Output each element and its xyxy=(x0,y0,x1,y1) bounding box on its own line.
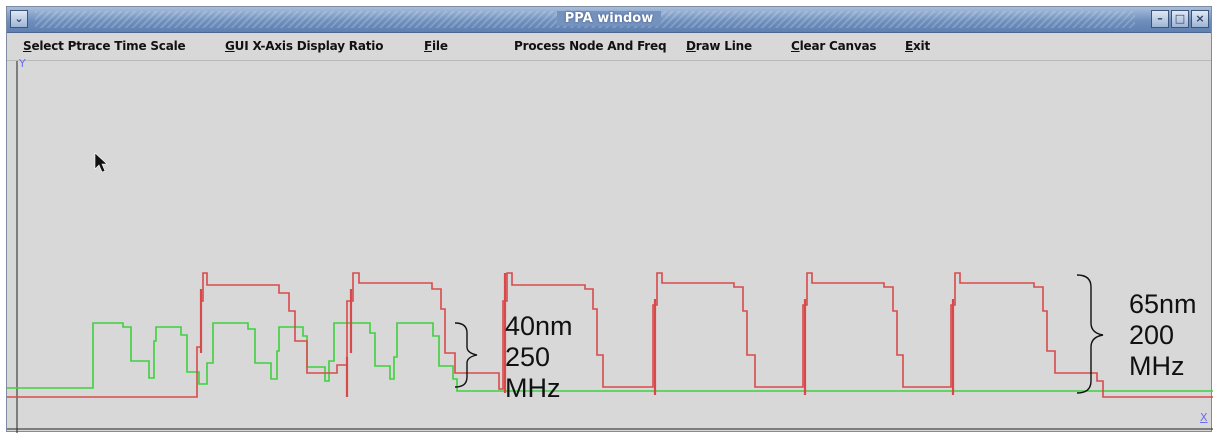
trace-40nm xyxy=(7,322,1213,392)
title-bar[interactable]: ⌄ PPA window – □ × xyxy=(7,7,1211,33)
window-title: PPA window xyxy=(556,11,662,26)
menu-clear-canvas[interactable]: Clear Canvas xyxy=(791,39,877,53)
chevron-down-icon[interactable]: ⌄ xyxy=(10,10,28,28)
annotation-40nm-freq: 250 xyxy=(505,342,551,372)
y-axis-label: Y xyxy=(19,57,26,70)
canvas-svg xyxy=(7,61,1213,433)
menu-draw-line[interactable]: Draw Line xyxy=(686,39,752,53)
annotation-65nm: 65nm 200 MHz xyxy=(1129,289,1197,382)
menu-exit[interactable]: Exit xyxy=(905,39,930,53)
annotation-65nm-freq: 200 xyxy=(1129,320,1175,350)
menu-bar: Select Ptrace Time Scale GUI X-Axis Disp… xyxy=(7,33,1211,61)
trace-65nm-spikes xyxy=(199,273,955,397)
annotation-40nm-node: 40nm xyxy=(505,311,573,341)
annotation-65nm-unit: MHz xyxy=(1129,351,1185,381)
mouse-pointer-icon xyxy=(94,152,108,173)
menu-file[interactable]: File xyxy=(424,39,448,53)
menu-select-ptrace-time-scale[interactable]: Select Ptrace Time Scale xyxy=(23,39,186,53)
window-title-container: PPA window xyxy=(7,11,1211,26)
close-icon[interactable]: × xyxy=(1191,10,1209,28)
brace-65nm xyxy=(1076,274,1104,394)
menu-gui-x-axis-display-ratio[interactable]: GUI X-Axis Display Ratio xyxy=(225,39,384,53)
menu-process-node-and-freq[interactable]: Process Node And Freq xyxy=(514,39,667,53)
ppa-window: ⌄ PPA window – □ × Select Ptrace Time Sc… xyxy=(6,6,1213,433)
brace-40nm xyxy=(454,322,478,388)
annotation-65nm-node: 65nm xyxy=(1129,289,1197,319)
x-axis-label: X xyxy=(1200,411,1208,424)
trace-65nm xyxy=(7,272,1213,398)
annotation-40nm: 40nm 250 MHz xyxy=(505,311,573,404)
drawing-canvas[interactable]: Y X 40nm 250 MHz 65nm 200 MHz xyxy=(7,57,1213,433)
minimize-icon[interactable]: – xyxy=(1151,10,1169,28)
maximize-icon[interactable]: □ xyxy=(1171,10,1189,28)
annotation-40nm-unit: MHz xyxy=(505,373,561,403)
